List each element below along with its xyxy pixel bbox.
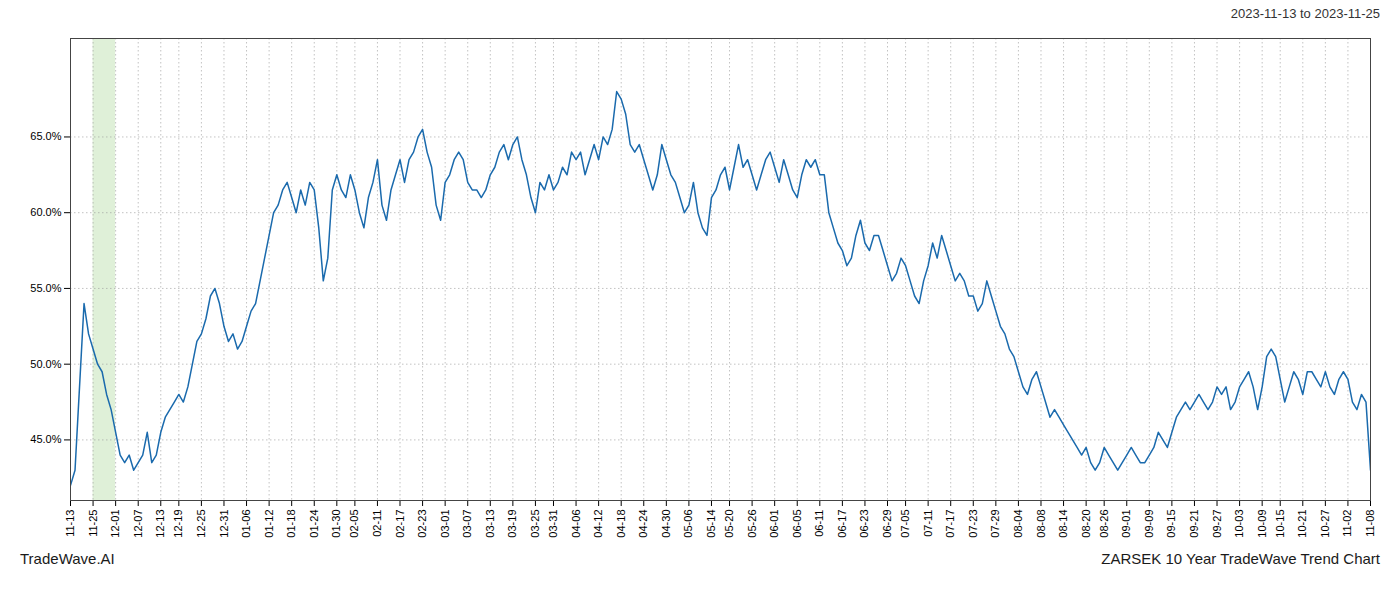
svg-text:07-29: 07-29 <box>989 510 1001 538</box>
svg-text:06-01: 06-01 <box>768 510 780 538</box>
svg-text:07-17: 07-17 <box>944 510 956 538</box>
svg-text:12-25: 12-25 <box>195 510 207 538</box>
svg-text:07-05: 07-05 <box>899 510 911 538</box>
svg-text:60.0%: 60.0% <box>30 206 61 218</box>
svg-text:03-07: 03-07 <box>461 510 473 538</box>
svg-text:65.0%: 65.0% <box>30 130 61 142</box>
svg-text:03-19: 03-19 <box>506 510 518 538</box>
svg-text:03-31: 03-31 <box>547 510 559 538</box>
svg-text:03-25: 03-25 <box>529 510 541 538</box>
svg-text:12-07: 12-07 <box>132 510 144 538</box>
svg-text:03-13: 03-13 <box>484 510 496 538</box>
svg-text:55.0%: 55.0% <box>30 282 61 294</box>
svg-text:04-12: 04-12 <box>592 510 604 538</box>
svg-text:50.0%: 50.0% <box>30 358 61 370</box>
svg-text:07-23: 07-23 <box>967 510 979 538</box>
svg-text:10-03: 10-03 <box>1233 510 1245 538</box>
svg-text:03-01: 03-01 <box>439 510 451 538</box>
svg-text:01-18: 01-18 <box>285 510 297 538</box>
svg-text:45.0%: 45.0% <box>30 433 61 445</box>
svg-text:12-01: 12-01 <box>109 510 121 538</box>
svg-text:01-24: 01-24 <box>308 510 320 538</box>
html-text:ZARSEK 10 Year TradeWave Trend: ZARSEK 10 Year TradeWave Trend Chart <box>1101 550 1380 567</box>
svg-text:10-15: 10-15 <box>1274 510 1286 538</box>
svg-text:04-24: 04-24 <box>637 510 649 538</box>
svg-text:08-14: 08-14 <box>1057 510 1069 538</box>
html-text:TradeWave.AI: TradeWave.AI <box>20 550 115 567</box>
svg-text:02-05: 02-05 <box>348 510 360 538</box>
svg-text:09-21: 09-21 <box>1188 510 1200 538</box>
svg-text:05-20: 05-20 <box>723 510 735 538</box>
svg-text:05-06: 05-06 <box>682 510 694 538</box>
svg-text:01-30: 01-30 <box>330 510 342 538</box>
svg-text:02-11: 02-11 <box>371 510 383 537</box>
svg-text:09-01: 09-01 <box>1120 510 1132 538</box>
svg-text:08-26: 08-26 <box>1098 510 1110 538</box>
svg-text:06-11: 06-11 <box>813 510 825 537</box>
svg-text:06-17: 06-17 <box>836 510 848 538</box>
svg-text:12-31: 12-31 <box>217 510 229 538</box>
svg-text:09-09: 09-09 <box>1143 510 1155 538</box>
svg-text:02-23: 02-23 <box>416 510 428 538</box>
svg-text:04-06: 04-06 <box>570 510 582 538</box>
svg-text:04-30: 04-30 <box>660 510 672 538</box>
svg-text:04-18: 04-18 <box>615 510 627 538</box>
svg-text:06-29: 06-29 <box>881 510 893 538</box>
svg-text:09-15: 09-15 <box>1165 510 1177 538</box>
svg-text:05-14: 05-14 <box>705 510 717 538</box>
svg-text:08-04: 08-04 <box>1012 510 1024 538</box>
svg-text:06-05: 06-05 <box>791 510 803 538</box>
svg-text:08-20: 08-20 <box>1080 510 1092 538</box>
html-text:2023-11-13 to 2023-11-25: 2023-11-13 to 2023-11-25 <box>1230 6 1380 21</box>
svg-text:11-02: 11-02 <box>1341 510 1353 537</box>
svg-text:06-23: 06-23 <box>858 510 870 538</box>
svg-text:09-27: 09-27 <box>1211 510 1223 538</box>
svg-text:10-27: 10-27 <box>1319 510 1331 538</box>
svg-text:11-25: 11-25 <box>87 510 99 537</box>
svg-text:01-12: 01-12 <box>263 510 275 538</box>
svg-text:02-17: 02-17 <box>394 510 406 538</box>
svg-text:12-13: 12-13 <box>154 510 166 538</box>
svg-text:01-06: 01-06 <box>240 510 252 538</box>
svg-text:05-26: 05-26 <box>746 510 758 538</box>
svg-text:10-09: 10-09 <box>1256 510 1268 538</box>
svg-text:12-19: 12-19 <box>172 510 184 538</box>
svg-text:10-21: 10-21 <box>1296 510 1308 538</box>
svg-text:08-08: 08-08 <box>1035 510 1047 538</box>
svg-text:11-13: 11-13 <box>64 510 76 537</box>
svg-text:07-11: 07-11 <box>922 510 934 537</box>
svg-text:11-08: 11-08 <box>1364 510 1376 537</box>
